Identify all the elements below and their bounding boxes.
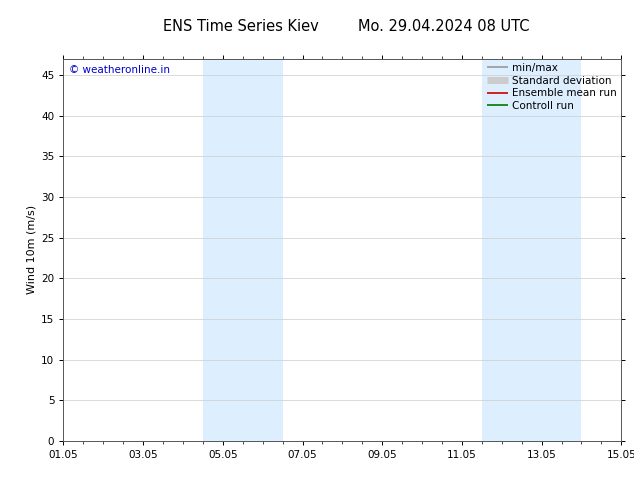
Text: Mo. 29.04.2024 08 UTC: Mo. 29.04.2024 08 UTC [358,20,529,34]
Y-axis label: Wind 10m (m/s): Wind 10m (m/s) [27,205,37,294]
Bar [243,59,283,441]
Legend: min/max, Standard deviation, Ensemble mean run, Controll run: min/max, Standard deviation, Ensemble me… [485,61,619,113]
Text: ENS Time Series Kiev: ENS Time Series Kiev [163,20,319,34]
Text: © weatheronline.in: © weatheronline.in [69,65,170,74]
Bar [203,59,243,441]
Bar [522,59,581,441]
Bar [482,59,522,441]
